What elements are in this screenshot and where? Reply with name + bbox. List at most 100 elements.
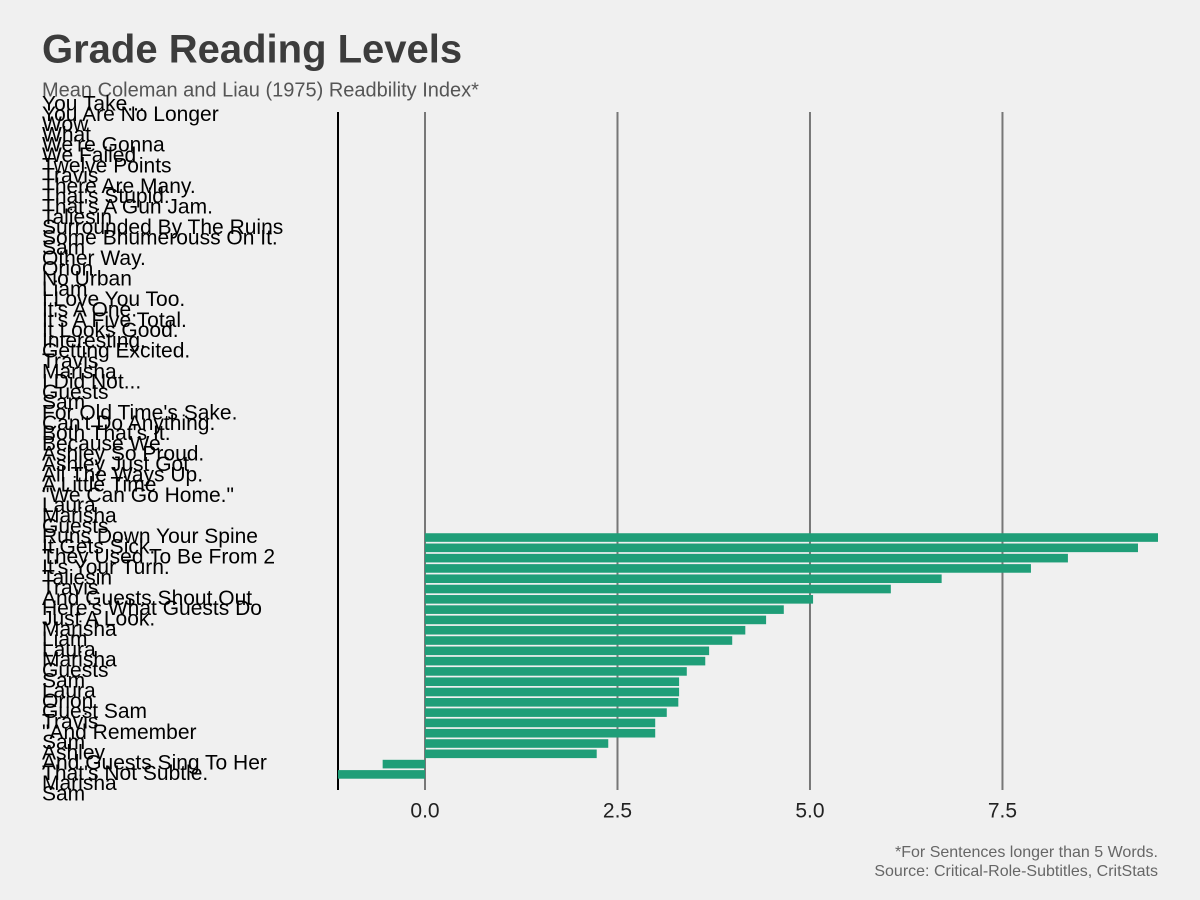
y-tick-label: Marisha: [42, 772, 117, 795]
y-tick-label: Travis: [42, 350, 98, 373]
y-tick-label: Taliesin: [42, 206, 112, 229]
y-tick-label: Laura: [42, 494, 96, 517]
y-tick-label: It's A Five Total.: [42, 309, 187, 332]
y-tick-label: Here's What Guests Do: [42, 597, 262, 620]
y-tick-label: Ashley Just Got: [42, 453, 189, 476]
y-tick-label: There Are Many.: [42, 175, 196, 198]
x-tick-label: 7.5: [988, 800, 1017, 823]
y-tick-label: All The Ways Up.: [42, 463, 203, 486]
y-tick-label: It's A One.: [42, 299, 137, 322]
y-tick-label: Ashley: [42, 741, 106, 764]
y-tick-label: Both That's It.: [42, 422, 171, 445]
chart-subtitle: Mean Coleman and Liau (1975) Readbility …: [42, 79, 479, 101]
y-tick-label: And Guests Shout Out: [42, 587, 252, 610]
y-tick-label: Orion: [42, 690, 93, 713]
x-tick-label: 0.0: [410, 800, 439, 823]
y-tick-label: It's Your Turn.: [42, 556, 170, 579]
y-tick-label: Other Way.: [42, 247, 146, 270]
y-tick-label: "We Can Go Home.": [42, 484, 234, 507]
bar: [425, 595, 814, 604]
y-tick-label: Guest Sam: [42, 700, 147, 723]
y-tick-label: Some Bhumerouss On It.: [42, 226, 278, 249]
y-tick-label: We're Gonna: [42, 134, 165, 157]
bar: [382, 759, 426, 769]
footnote: Source: Critical-Role-Subtitles, CritSta…: [874, 863, 1158, 880]
y-tick-label: Just A Look.: [42, 607, 155, 630]
y-tick-label: For Old Time's Sake.: [42, 402, 237, 425]
y-tick-label: I Love You Too.: [42, 288, 185, 311]
bar: [425, 739, 609, 748]
y-tick-label: That's Stupid.: [42, 185, 170, 208]
bar: [425, 553, 1068, 563]
bar: [425, 533, 1158, 542]
bar: [425, 543, 1138, 553]
bar: [425, 687, 680, 697]
bar: [425, 698, 679, 707]
y-tick-label: "And Remember: [42, 721, 197, 744]
y-tick-label: They Used To Be From 2: [42, 546, 275, 569]
y-tick-label: Marisha: [42, 360, 117, 383]
y-tick-label: Interesting.: [42, 329, 146, 352]
bar: [425, 646, 710, 656]
y-tick-label: And Guests Sing To Her: [42, 752, 267, 775]
bar: [338, 770, 426, 779]
bar: [425, 749, 597, 759]
bar: [425, 625, 746, 635]
bar: [425, 728, 656, 738]
bar: [425, 574, 942, 584]
y-tick-label: Because We: [42, 432, 161, 455]
y-tick-label: Surrounded By The Ruins: [42, 216, 283, 239]
y-tick-label: Sam: [42, 237, 85, 260]
y-tick-label: I Did Not...: [42, 371, 141, 394]
y-tick-label: Sam: [42, 391, 85, 414]
y-tick-label: Laura: [42, 638, 96, 661]
bar: [425, 615, 767, 625]
bar: [425, 636, 733, 645]
y-tick-label: Travis: [42, 710, 98, 733]
bar: [425, 656, 706, 666]
chart-title: Grade Reading Levels: [42, 28, 462, 72]
y-tick-label: Laura: [42, 680, 96, 703]
footnote: *For Sentences longer than 5 Words.: [895, 844, 1158, 861]
y-tick-label: We Failed: [42, 144, 136, 167]
y-tick-label: Ashley So Proud.: [42, 443, 204, 466]
y-tick-label: Can't Do Anything.: [42, 412, 215, 435]
y-tick-label: Sam: [42, 669, 85, 692]
y-tick-label: Getting Excited.: [42, 340, 190, 363]
y-tick-label: You Are No Longer: [42, 103, 219, 126]
y-tick-label: Guests: [42, 659, 109, 682]
bar: [425, 708, 667, 717]
bar: [425, 667, 687, 676]
bar: [425, 584, 891, 594]
y-tick-label: You Take...: [42, 93, 145, 116]
y-tick-label: Guests: [42, 381, 109, 404]
bar: [425, 605, 784, 614]
y-tick-label: It Gets Sick.: [42, 535, 155, 558]
y-tick-label: Sam: [42, 731, 85, 754]
bar: [425, 677, 680, 687]
y-tick-label: Sam: [42, 783, 85, 806]
y-tick-label: Guests: [42, 515, 109, 538]
y-tick-label: Wow: [42, 113, 89, 136]
x-tick-label: 5.0: [795, 800, 824, 823]
y-tick-label: Marisha: [42, 618, 117, 641]
y-tick-label: Travis: [42, 577, 98, 600]
y-tick-label: Liam: [42, 278, 88, 301]
y-tick-label: Marisha: [42, 504, 117, 527]
y-tick-label: Twelve Points: [42, 154, 172, 177]
x-tick-label: 2.5: [603, 800, 632, 823]
y-tick-label: Marisha: [42, 649, 117, 672]
y-tick-label: That's A Gun Jam.: [42, 196, 213, 219]
y-tick-label: No Urban: [42, 268, 132, 291]
bar: [425, 718, 656, 728]
y-tick-label: Travis: [42, 165, 98, 188]
y-tick-label: Runs Down Your Spine: [42, 525, 258, 548]
y-tick-label: It Looks Good.: [42, 319, 179, 342]
y-tick-label: Taliesin: [42, 566, 112, 589]
y-tick-label: That's Not Subtle.: [42, 762, 208, 785]
y-tick-label: What: [42, 123, 91, 146]
y-tick-label: Orion: [42, 257, 93, 280]
y-tick-label: Liam: [42, 628, 88, 651]
bar: [425, 564, 1031, 573]
